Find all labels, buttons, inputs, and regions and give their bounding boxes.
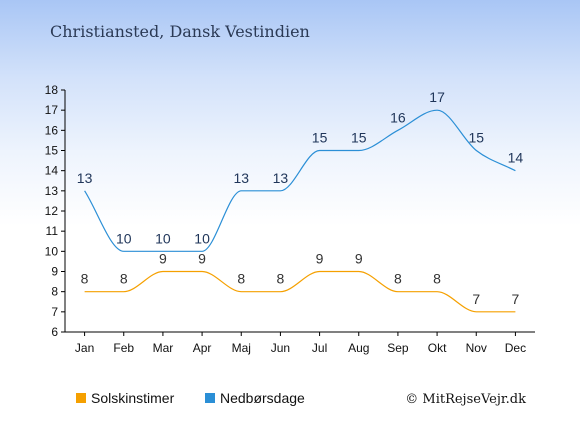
data-label: 14 <box>508 150 524 166</box>
y-tick-label: 14 <box>45 164 59 178</box>
credit-text: © MitRejseVejr.dk <box>405 392 526 407</box>
x-tick-label: Jan <box>75 341 94 355</box>
x-tick-label: Nov <box>466 341 487 355</box>
chart-title: Christiansted, Dansk Vestindien <box>50 22 310 41</box>
y-tick-label: 9 <box>51 265 58 279</box>
data-label: 7 <box>512 291 520 307</box>
data-label: 10 <box>116 230 132 246</box>
data-label: 8 <box>81 271 89 287</box>
data-label: 9 <box>355 251 363 267</box>
x-tick-label: Dec <box>505 341 526 355</box>
legend-swatch <box>205 393 215 403</box>
data-labels: 8 8 9 9 8 8 9 9 8 8 7 7 13 10 10 10 13 13 15 15 16 17 15 14 <box>77 89 524 307</box>
y-tick-label: 16 <box>45 123 59 137</box>
data-label: 15 <box>351 130 367 146</box>
data-label: 13 <box>273 170 289 186</box>
x-tick-label: Jul <box>312 341 327 355</box>
legend-swatch <box>76 393 86 403</box>
x-tick-label: Aug <box>348 341 369 355</box>
series-line-0 <box>84 270 516 313</box>
y-tick-label: 11 <box>46 224 59 238</box>
y-tick-label: 18 <box>45 83 59 97</box>
data-label: 15 <box>468 130 484 146</box>
axes: 6 7 8 9 10 11 12 13 14 15 16 17 18 Jan Feb Mar Apr Maj Jun… <box>45 83 535 355</box>
series-line-1 <box>84 109 516 252</box>
series-layer <box>84 109 516 313</box>
x-tick-label: Apr <box>193 341 212 355</box>
data-label: 9 <box>159 251 167 267</box>
data-label: 9 <box>198 251 206 267</box>
data-label: 8 <box>277 271 285 287</box>
data-label: 8 <box>394 271 402 287</box>
data-label: 9 <box>316 251 324 267</box>
data-label: 16 <box>390 109 406 125</box>
data-label: 13 <box>233 170 249 186</box>
y-tick-label: 12 <box>45 204 59 218</box>
x-tick-label: Mar <box>153 341 174 355</box>
x-tick-label: Feb <box>113 341 134 355</box>
data-label: 17 <box>429 89 445 105</box>
y-tick-label: 15 <box>45 144 59 158</box>
x-tick-label: Okt <box>428 341 447 355</box>
data-label: 8 <box>433 271 441 287</box>
legend-label: Solskinstimer <box>91 390 175 406</box>
legend: Solskinstimer Nedbørsdage <box>76 390 305 406</box>
data-label: 8 <box>120 271 128 287</box>
data-label: 15 <box>312 130 328 146</box>
x-tick-label: Jun <box>271 341 290 355</box>
y-tick-label: 8 <box>51 285 58 299</box>
data-label: 8 <box>237 271 245 287</box>
legend-label: Nedbørsdage <box>220 390 305 406</box>
y-tick-label: 7 <box>51 305 58 319</box>
x-tick-label: Maj <box>232 341 251 355</box>
y-tick-label: 17 <box>45 103 59 117</box>
data-label: 10 <box>155 230 171 246</box>
x-tick-label: Sep <box>387 341 409 355</box>
data-label: 7 <box>472 291 480 307</box>
y-tick-label: 10 <box>45 244 59 258</box>
data-label: 10 <box>194 230 210 246</box>
y-tick-label: 6 <box>51 325 58 339</box>
y-tick-label: 13 <box>45 184 59 198</box>
data-label: 13 <box>77 170 93 186</box>
